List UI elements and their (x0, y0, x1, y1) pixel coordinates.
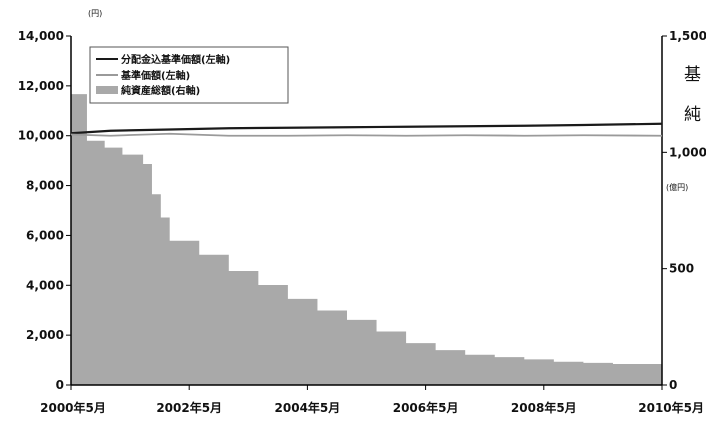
right-tick-label: 1,000 (669, 145, 706, 159)
side-title-2: 純 (684, 105, 701, 125)
left-tick-label: 2,000 (26, 328, 64, 342)
left-tick-label: 12,000 (18, 79, 64, 93)
x-tick-label: 2004年5月 (275, 400, 341, 415)
right-tick-label: 500 (669, 262, 694, 276)
left-tick-label: 10,000 (18, 129, 64, 143)
left-tick-label: 8,000 (26, 179, 64, 193)
area-layer (71, 94, 662, 386)
series-line-1 (70, 132, 663, 137)
net-assets-area (71, 94, 662, 386)
right-tick-label: 0 (669, 378, 677, 392)
legend-label-nav: 基準価額(左軸) (120, 69, 190, 82)
right-axis-unit: (億円) (666, 182, 688, 192)
x-tick-label: 2010年5月 (638, 400, 704, 415)
legend: 分配金込基準価額(左軸) 基準価額(左軸) 純資産総額(右軸) (89, 46, 289, 104)
x-tick-label: 2000年5月 (40, 400, 106, 415)
legend-label-total-nav: 分配金込基準価額(左軸) (121, 53, 230, 66)
left-tick-label: 14,000 (18, 29, 64, 43)
legend-box (89, 46, 289, 104)
tick-layer: 0 2,000 4,000 6,000 8,000 10,000 12,000 14,000 0… (18, 29, 706, 415)
x-tick-label: 2008年5月 (511, 400, 577, 415)
axis-layer: (円) (億円) (70, 9, 688, 386)
series-line-0 (70, 122, 663, 135)
left-tick-label: 6,000 (26, 228, 64, 242)
left-axis-unit: (円) (88, 9, 102, 18)
legend-swatch-net-assets (96, 86, 118, 94)
line-layer (70, 122, 663, 137)
legend-label-net-assets: 純資産総額(右軸) (121, 84, 200, 97)
right-tick-label: 1,500 (669, 29, 706, 43)
left-tick-label: 0 (56, 378, 64, 392)
x-tick-label: 2002年5月 (156, 400, 222, 415)
x-tick-label: 2006年5月 (393, 400, 459, 415)
left-tick-label: 4,000 (26, 278, 64, 292)
side-title-1: 基 (684, 65, 701, 85)
